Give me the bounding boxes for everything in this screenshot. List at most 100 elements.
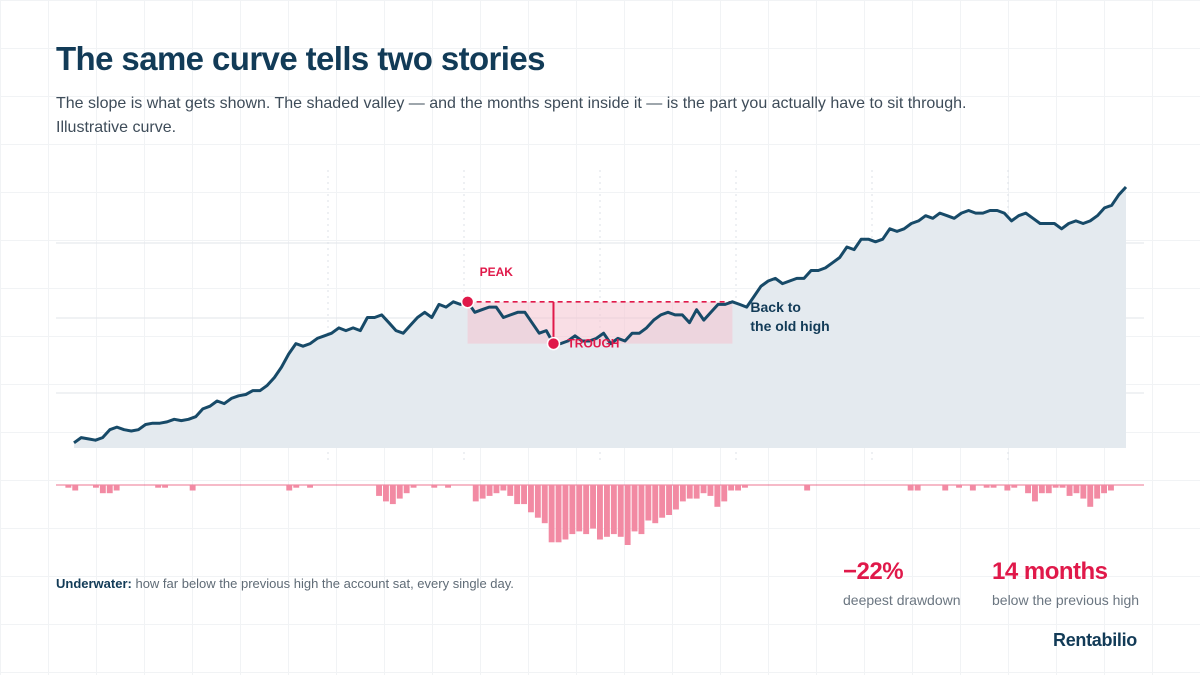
underwater-bars (65, 485, 1114, 545)
underwater-bar (548, 485, 555, 543)
underwater-bar (659, 485, 666, 518)
underwater-bar (1108, 485, 1114, 491)
underwater-bar (307, 485, 313, 488)
underwater-bar (604, 485, 610, 537)
underwater-bar (1073, 485, 1080, 494)
underwater-bar (155, 485, 162, 488)
underwater-bar (113, 485, 120, 491)
underwater-bar (707, 485, 714, 496)
underwater-bar (638, 485, 645, 535)
underwater-bar (562, 485, 569, 540)
underwater-bar (942, 485, 949, 491)
underwater-bar (700, 485, 707, 494)
underwater-bar (679, 485, 686, 502)
underwater-bar (396, 485, 403, 499)
underwater-bar (956, 485, 962, 488)
underwater-bar (479, 485, 486, 499)
underwater-bar (804, 485, 811, 491)
underwater-bar (1011, 485, 1018, 488)
underwater-bar (286, 485, 293, 491)
underwater-bar (555, 485, 562, 543)
underwater-bar (1045, 485, 1052, 494)
underwater-bar (472, 485, 479, 502)
underwater-note-text: how far below the previous high the acco… (131, 576, 514, 591)
underwater-bar (735, 485, 741, 491)
underwater-bar (597, 485, 603, 540)
peak-marker (460, 295, 475, 309)
underwater-bar (72, 485, 79, 491)
underwater-bar (507, 485, 514, 496)
underwater-bar (645, 485, 652, 521)
underwater-bar (631, 485, 638, 532)
trough-marker (546, 336, 561, 351)
underwater-bar (983, 485, 990, 488)
underwater-bar (590, 485, 596, 529)
underwater-bar (569, 485, 576, 535)
underwater-note: Underwater: how far below the previous h… (56, 576, 514, 591)
chart-title: The same curve tells two stories (56, 40, 545, 77)
stat-deepest-drawdown: −22% deepest drawdown (843, 558, 961, 608)
underwater-bar (1004, 485, 1011, 491)
underwater-bar (673, 485, 679, 510)
stat-value: −22% (843, 558, 904, 585)
underwater-bar (93, 485, 99, 488)
underwater-bar (534, 485, 541, 518)
peak-label: PEAK (480, 265, 514, 279)
underwater-bar (583, 485, 590, 535)
underwater-bar (189, 485, 196, 491)
underwater-bar (403, 485, 410, 494)
equity-line (73, 185, 1128, 445)
underwater-bar (617, 485, 624, 537)
stat-months-underwater: 14 months below the previous high (992, 558, 1139, 608)
underwater-bar (1066, 485, 1073, 496)
underwater-bar (389, 485, 396, 505)
underwater-bar (969, 485, 976, 491)
underwater-bar (383, 485, 389, 502)
underwater-bar (376, 485, 382, 496)
underwater-bar (721, 485, 728, 502)
underwater-bar (528, 485, 534, 513)
underwater-bar (1080, 485, 1087, 499)
underwater-bar (486, 485, 493, 496)
underwater-bar (714, 485, 721, 507)
underwater-bar (500, 485, 507, 491)
underwater-note-label: Underwater: (56, 576, 132, 591)
underwater-bar (728, 485, 735, 491)
equity-area (74, 187, 1126, 448)
underwater-bar (1094, 485, 1101, 499)
underwater-bar (907, 485, 914, 491)
underwater-bar (1025, 485, 1031, 494)
underwater-bar (541, 485, 548, 524)
underwater-bar (914, 485, 921, 491)
recovery-label: Back to the old high (750, 299, 829, 334)
underwater-bar (293, 485, 300, 488)
stat-value: 14 months (992, 558, 1108, 585)
trough-label: TROUGH (567, 337, 619, 351)
underwater-bar (493, 485, 500, 494)
recovery-label-line-2: the old high (750, 318, 829, 334)
underwater-bar (686, 485, 693, 499)
underwater-bar (99, 485, 106, 494)
underwater-bar (1032, 485, 1038, 502)
underwater-bar (1087, 485, 1094, 507)
brand-logo: Rentabilio (1053, 630, 1138, 650)
underwater-bar (431, 485, 438, 488)
underwater-bar (514, 485, 521, 505)
underwater-bar (410, 485, 417, 488)
underwater-bar (990, 485, 997, 488)
recovery-label-line-1: Back to (750, 299, 801, 315)
underwater-bar (1059, 485, 1066, 488)
underwater-bar (106, 485, 113, 494)
stat-label: below the previous high (992, 592, 1140, 608)
underwater-bar (652, 485, 659, 524)
underwater-bar (576, 485, 583, 532)
underwater-bar (445, 485, 451, 488)
underwater-bar (1052, 485, 1059, 488)
underwater-bar (1101, 485, 1107, 494)
underwater-bar (742, 485, 748, 488)
underwater-bar (162, 485, 168, 488)
underwater-bar (693, 485, 700, 499)
underwater-bar (521, 485, 527, 505)
underwater-bar (624, 485, 631, 545)
